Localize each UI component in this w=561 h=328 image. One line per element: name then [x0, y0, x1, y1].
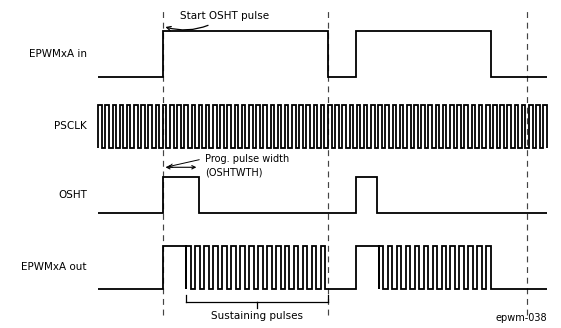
Text: EPWMxA in: EPWMxA in: [29, 49, 87, 59]
Text: Start OSHT pulse: Start OSHT pulse: [167, 11, 269, 31]
Text: Sustaining pulses: Sustaining pulses: [211, 311, 303, 321]
Text: epwm-038: epwm-038: [495, 313, 547, 323]
Text: EPWMxA out: EPWMxA out: [21, 262, 87, 272]
Text: OSHT: OSHT: [58, 190, 87, 200]
Text: PSCLK: PSCLK: [54, 121, 87, 131]
Text: Prog. pulse width: Prog. pulse width: [205, 154, 289, 164]
Text: (OSHTWTH): (OSHTWTH): [205, 167, 262, 177]
